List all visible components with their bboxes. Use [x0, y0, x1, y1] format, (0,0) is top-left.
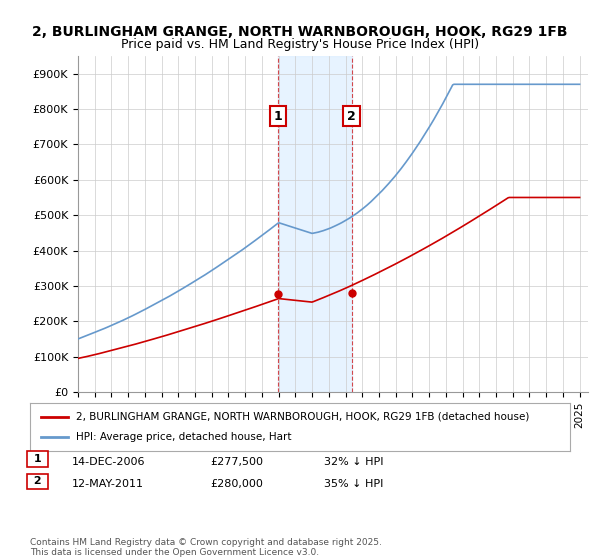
- Text: 2, BURLINGHAM GRANGE, NORTH WARNBOROUGH, HOOK, RG29 1FB: 2, BURLINGHAM GRANGE, NORTH WARNBOROUGH,…: [32, 25, 568, 39]
- Text: 2: 2: [347, 110, 356, 123]
- Text: Price paid vs. HM Land Registry's House Price Index (HPI): Price paid vs. HM Land Registry's House …: [121, 38, 479, 50]
- Text: Contains HM Land Registry data © Crown copyright and database right 2025.
This d: Contains HM Land Registry data © Crown c…: [30, 538, 382, 557]
- Text: 12-MAY-2011: 12-MAY-2011: [72, 479, 144, 489]
- Text: 32% ↓ HPI: 32% ↓ HPI: [324, 457, 383, 467]
- Text: 14-DEC-2006: 14-DEC-2006: [72, 457, 146, 467]
- Bar: [278, 56, 352, 392]
- Text: HPI: Average price, detached house, Hart: HPI: Average price, detached house, Hart: [76, 432, 292, 442]
- Text: 2, BURLINGHAM GRANGE, NORTH WARNBOROUGH, HOOK, RG29 1FB (detached house): 2, BURLINGHAM GRANGE, NORTH WARNBOROUGH,…: [76, 412, 529, 422]
- Text: 2: 2: [30, 477, 46, 487]
- Text: 35% ↓ HPI: 35% ↓ HPI: [324, 479, 383, 489]
- Text: £277,500: £277,500: [210, 457, 263, 467]
- Text: 1: 1: [274, 110, 282, 123]
- Text: 1: 1: [30, 454, 46, 464]
- Text: £280,000: £280,000: [210, 479, 263, 489]
